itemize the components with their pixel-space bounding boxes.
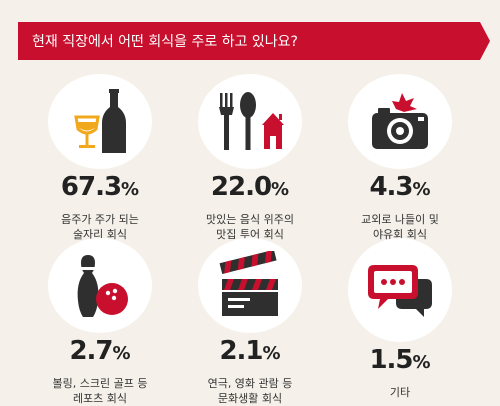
percent-value: 67.3% [60,172,140,202]
item-card: 2.7% 볼링, 스크린 골프 등 레포츠 회식 [22,238,178,406]
percent-value: 2.7% [69,336,131,366]
item-label: 맛있는 음식 위주의 맛집 투어 회식 [206,213,294,241]
clapperboard-icon [212,250,288,321]
title-banner: 현재 직장에서 어떤 회식을 주로 하고 있나요? [18,22,490,60]
percent-value: 4.3% [369,172,431,202]
icon-circle [348,74,452,169]
speech-bubble-icon [362,255,438,325]
fork-spoon-house-icon [212,87,288,157]
bowling-icon [62,251,138,321]
percent-value: 22.0% [210,172,290,202]
item-card: 67.3% 음주가 주가 되는 술자리 회식 [22,74,178,242]
item-card: 4.3% 교외로 나들이 및 야유회 회식 [322,74,478,242]
percent-value: 1.5% [369,345,431,375]
icon-circle [48,238,152,333]
bottle-and-glass-icon [62,87,138,157]
item-label: 음주가 주가 되는 술자리 회식 [61,213,139,241]
chart-title: 현재 직장에서 어떤 회식을 주로 하고 있나요? [32,34,298,50]
camera-icon [362,87,438,157]
icon-circle [48,74,152,169]
item-label: 교외로 나들이 및 야유회 회식 [361,213,439,241]
icon-circle [198,74,302,169]
item-label: 기타 [389,386,411,399]
item-card: 1.5% 기타 [322,238,478,406]
icon-circle [348,238,452,342]
item-card: 22.0% 맛있는 음식 위주의 맛집 투어 회식 [172,74,328,242]
item-card: 2.1% 연극, 영화 관람 등 문화생활 회식 [172,238,328,406]
percent-value: 2.1% [219,336,281,366]
icon-circle [198,238,302,333]
